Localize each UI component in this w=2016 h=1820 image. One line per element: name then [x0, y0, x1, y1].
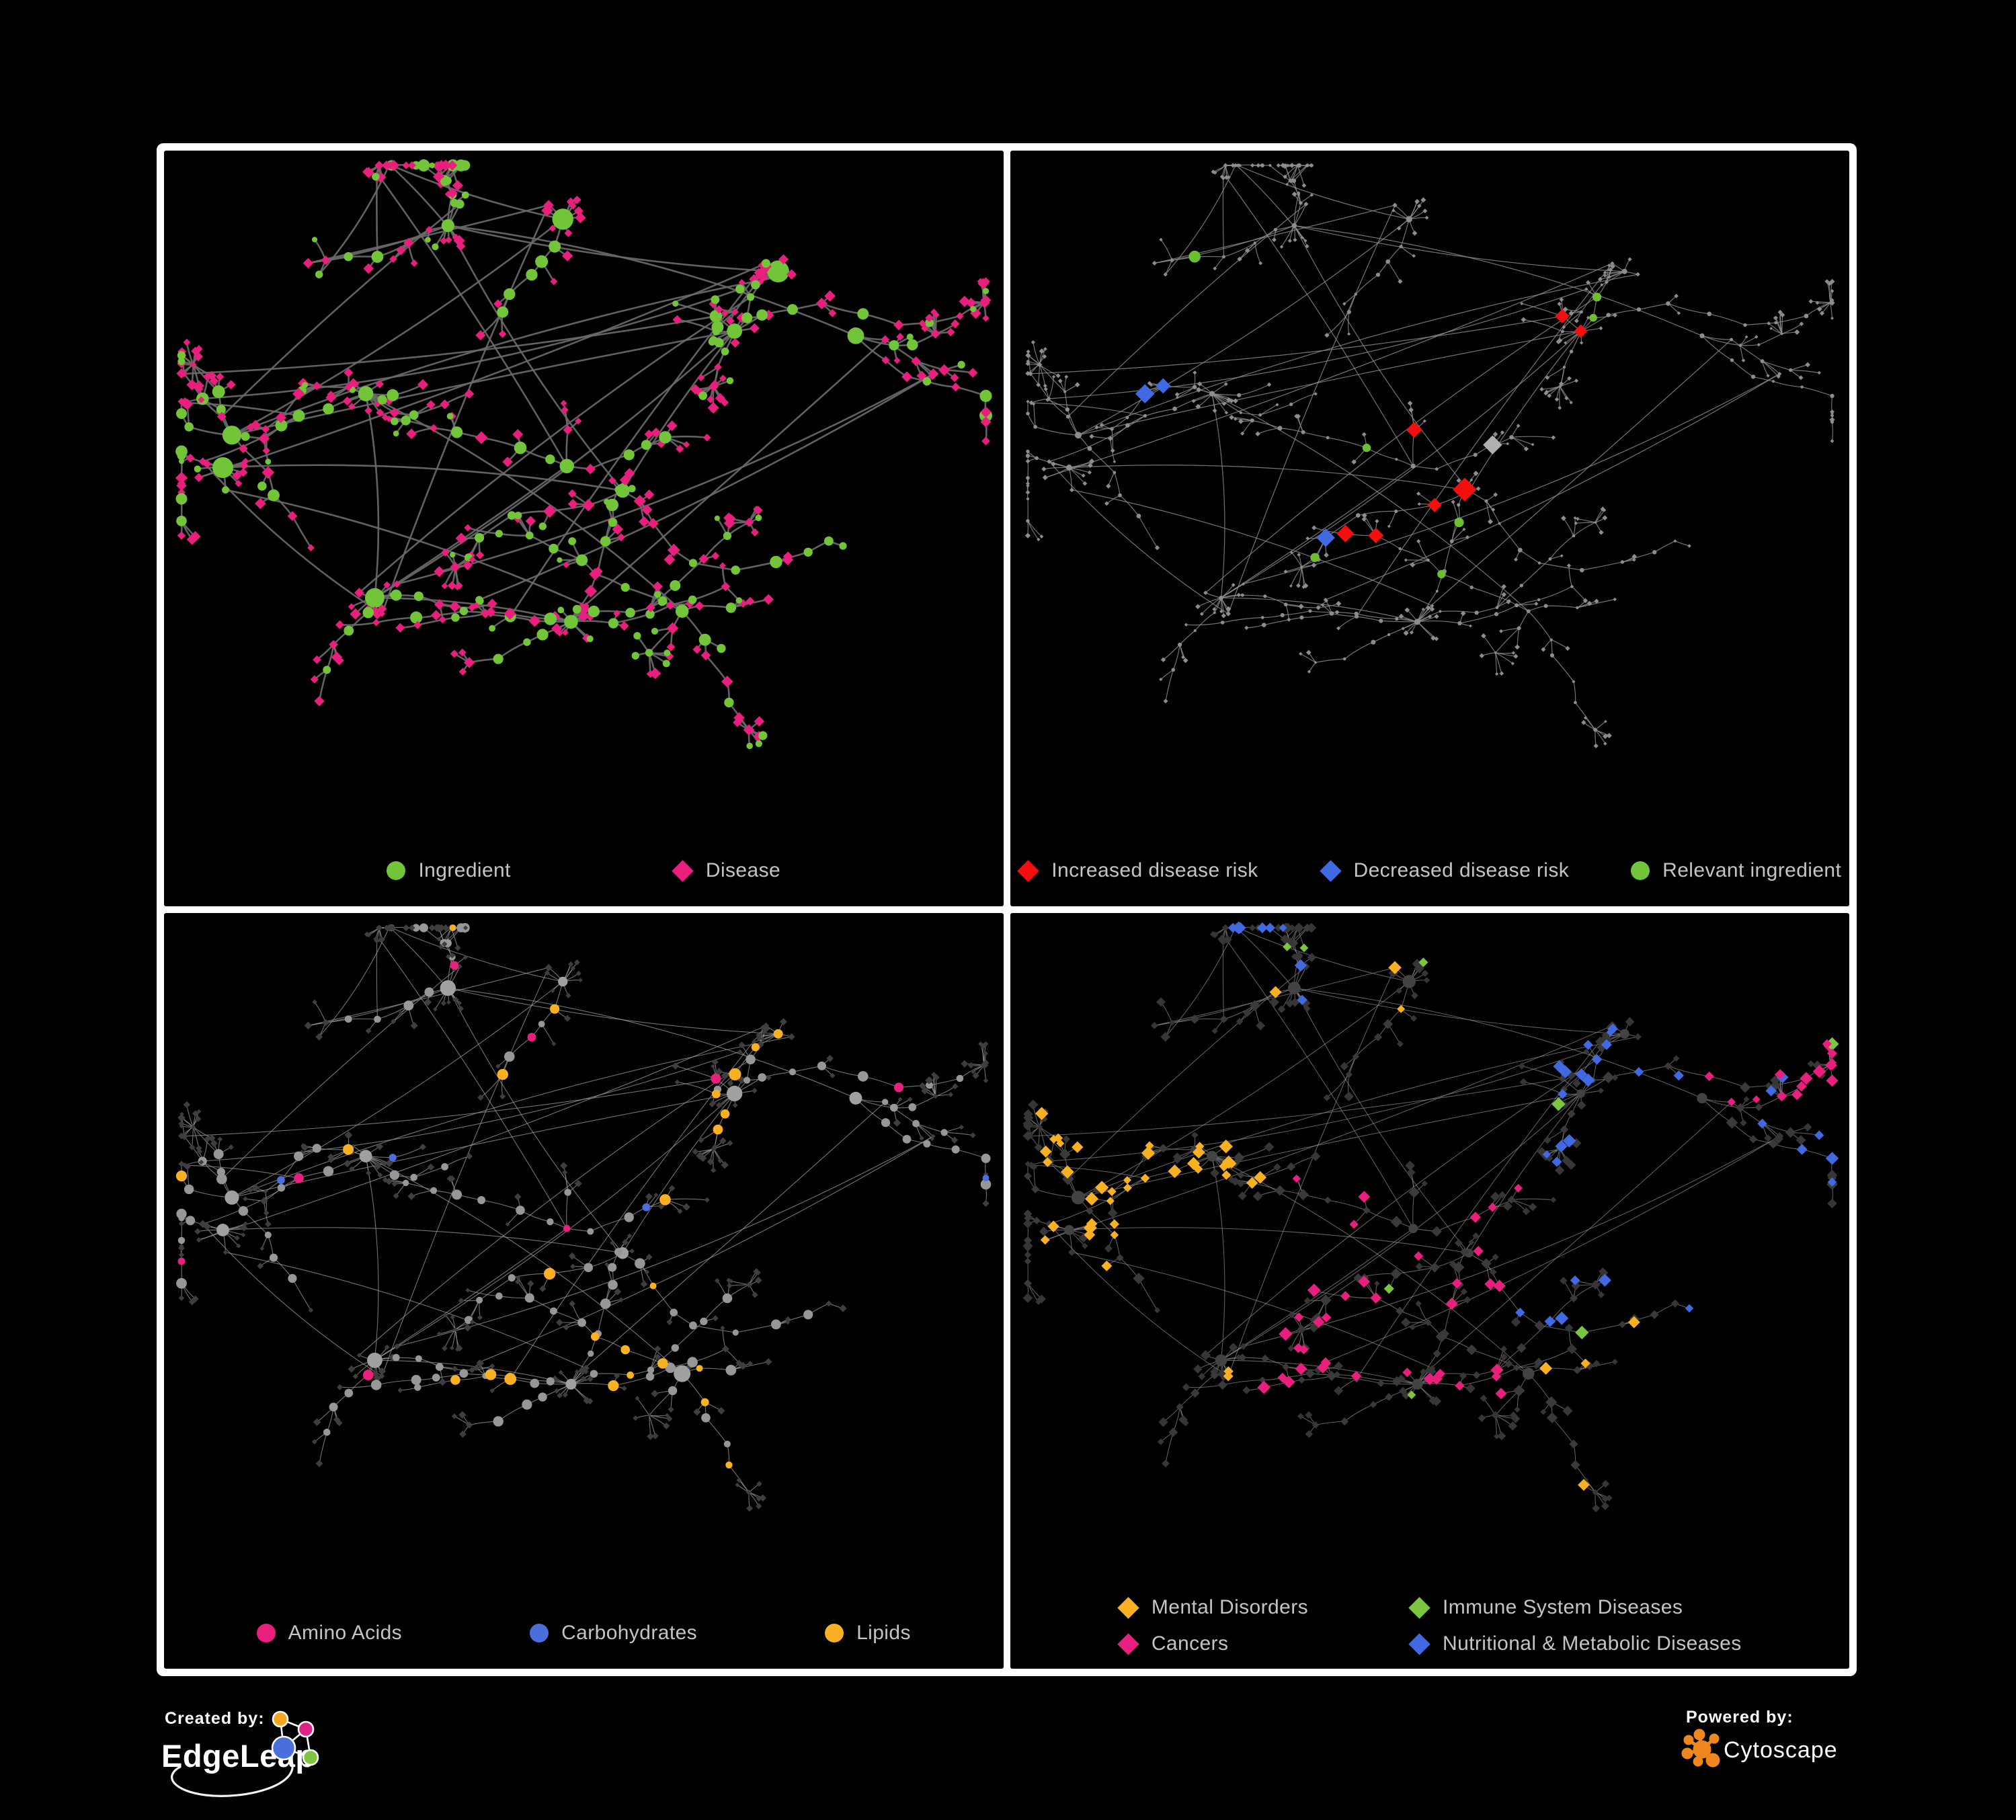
circle-swatch-icon	[825, 1624, 844, 1643]
network-edges	[1026, 164, 1833, 746]
legend-label: Mental Disorders	[1151, 1596, 1308, 1618]
edgeleap-node-green	[302, 1749, 319, 1766]
legend-item-mental-disorders: Mental Disorders	[1117, 1596, 1308, 1619]
network-graph-ingredient-disease	[175, 159, 993, 750]
circle-swatch-icon	[1631, 861, 1650, 880]
legend-item-decreased-disease-risk: Decreased disease risk	[1319, 859, 1570, 882]
diamond-swatch-icon	[672, 859, 694, 882]
legend-label: Decreased disease risk	[1353, 859, 1570, 881]
panel-ingredient-disease: Ingredient Disease	[164, 151, 1004, 906]
legend-label: Cancers	[1151, 1632, 1229, 1655]
created-by-label: Created by:	[165, 1710, 265, 1728]
legend-item-ingredient: Ingredient	[387, 859, 510, 882]
panel-disease-risk: Increased disease risk Decreased disease …	[1010, 151, 1850, 906]
cytoscape-credit: Powered by: Cytoscape	[1681, 1708, 1838, 1768]
legend-item-disease: Disease	[672, 859, 780, 882]
legend-label: Ingredient	[418, 859, 511, 881]
legend-label: Immune System Diseases	[1443, 1596, 1683, 1618]
legend-disease-risk: Increased disease risk Decreased disease …	[1010, 859, 1850, 882]
legend-ingredient-disease: Ingredient Disease	[164, 859, 1004, 882]
diamond-swatch-icon	[1408, 1596, 1430, 1619]
legend-item-lipids: Lipids	[825, 1622, 911, 1645]
network-edges	[1026, 926, 1833, 1509]
circle-swatch-icon	[387, 861, 406, 880]
edgeleap-node-orange	[272, 1710, 289, 1728]
legend-label: Nutritional & Metabolic Diseases	[1443, 1632, 1742, 1655]
cytoscape-wordmark: Cytoscape	[1724, 1737, 1838, 1763]
network-highlight-nodes	[1135, 250, 1601, 579]
legend-label: Amino Acids	[288, 1622, 403, 1644]
diamond-swatch-icon	[1319, 859, 1342, 882]
legend-disease-categories: Mental Disorders Cancers Immune System Dis…	[1010, 1596, 1850, 1655]
network-graph-compound-classes	[175, 922, 992, 1512]
network-edges	[180, 163, 987, 747]
network-highlight-nodes	[175, 162, 992, 750]
legend-item-cancers: Cancers	[1117, 1632, 1229, 1655]
powered-by-label: Powered by:	[1686, 1708, 1793, 1727]
edgeleap-node-blue	[271, 1735, 296, 1761]
network-graph-disease-risk	[1024, 163, 1835, 748]
network-nodes	[175, 159, 993, 742]
network-nodes	[176, 922, 992, 1512]
panel-grid: Ingredient Disease Increased disease risk…	[157, 143, 1857, 1676]
legend-item-carbohydrates: Carbohydrates	[530, 1622, 697, 1645]
diamond-swatch-icon	[1117, 1596, 1139, 1619]
legend-label: Lipids	[856, 1622, 911, 1644]
network-graph-disease-categories	[1022, 921, 1839, 1513]
legend-compound-classes: Amino Acids Carbohydrates Lipids	[164, 1622, 1004, 1645]
legend-item-immune-system-diseases: Immune System Diseases	[1408, 1596, 1683, 1619]
diamond-swatch-icon	[1117, 1632, 1139, 1655]
circle-swatch-icon	[530, 1624, 549, 1643]
legend-item-increased-disease-risk: Increased disease risk	[1017, 859, 1258, 882]
legend-item-relevant-ingredient: Relevant ingredient	[1631, 859, 1841, 882]
edgeleap-logo-network	[271, 1710, 319, 1766]
legend-label: Carbohydrates	[561, 1622, 698, 1644]
edgeleap-swoosh	[171, 1760, 294, 1797]
panel-compound-classes: Amino Acids Carbohydrates Lipids	[164, 913, 1004, 1669]
network-highlight-nodes	[175, 924, 990, 1469]
legend-label: Increased disease risk	[1051, 859, 1258, 881]
network-edges	[180, 926, 987, 1509]
diamond-swatch-icon	[1408, 1632, 1430, 1655]
circle-swatch-icon	[256, 1624, 276, 1643]
diamond-swatch-icon	[1017, 859, 1040, 882]
panel-disease-categories: Mental Disorders Cancers Immune System Dis…	[1010, 913, 1850, 1669]
cytoscape-icon	[1681, 1729, 1720, 1768]
edgeleap-credit: Created by: EdgeLeap	[161, 1710, 319, 1797]
edgeleap-node-pink	[297, 1720, 315, 1738]
legend-label: Relevant ingredient	[1662, 859, 1842, 881]
legend-label: Disease	[705, 859, 781, 881]
legend-item-amino-acids: Amino Acids	[256, 1622, 403, 1645]
legend-item-nutritional-metabolic-diseases: Nutritional & Metabolic Diseases	[1408, 1632, 1742, 1655]
